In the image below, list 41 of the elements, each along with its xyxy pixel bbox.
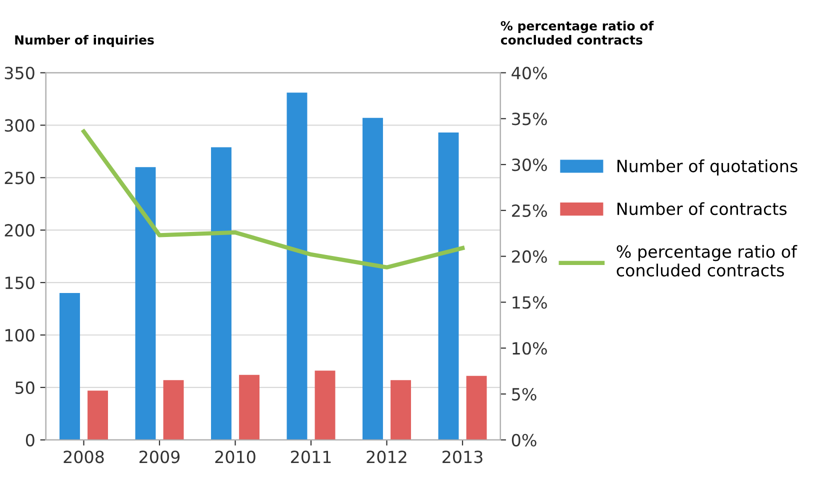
bar (211, 147, 232, 440)
x-tick-label: 2011 (291, 450, 331, 464)
y2-tick-label: 15% (512, 296, 547, 309)
y2-tick-label: 30% (512, 158, 547, 172)
y-tick-label: 100 (5, 328, 34, 342)
y2-tick-label: 25% (512, 204, 547, 217)
bar (163, 380, 184, 440)
x-tick-label: 2012 (366, 450, 406, 464)
y2-tick-label: 5% (512, 388, 536, 401)
x-tick-label: 2013 (442, 450, 482, 464)
y-tick-label: 250 (4, 172, 34, 184)
bar (438, 132, 459, 440)
legend-label: Number of contracts (617, 202, 787, 216)
x-tick-label: 2009 (140, 450, 180, 464)
y-axis-title: Number of inquiries (15, 34, 154, 48)
bar (466, 376, 487, 440)
y-tick-label: 200 (4, 224, 34, 237)
bar (239, 374, 260, 440)
bar (286, 92, 308, 440)
x-tick-label: 2010 (215, 450, 256, 464)
bar (314, 370, 336, 440)
y2-tick-label: 40% (512, 66, 547, 80)
y2-tick-label: 35% (512, 112, 547, 126)
y-tick-label: 50 (16, 381, 34, 394)
y-tick-label: 150 (5, 276, 34, 290)
bar (390, 380, 412, 440)
y2-axis-title: % percentage ratio of concluded contracts (500, 20, 654, 45)
y2-tick-label: 0% (512, 434, 536, 446)
y-tick-label: 0 (26, 434, 34, 446)
y2-tick-label: 10% (512, 342, 547, 355)
y-tick-label: 350 (4, 66, 34, 80)
y2-tick-label: 20% (512, 250, 547, 263)
x-tick-label: 2008 (64, 450, 104, 464)
line-series (82, 129, 465, 270)
bar (135, 167, 156, 440)
bar (362, 118, 383, 440)
y-tick-label: 300 (4, 119, 34, 132)
bar (88, 390, 108, 440)
legend-label: Number of quotations (617, 159, 798, 176)
bar (60, 293, 80, 440)
legend-label: % percentage ratio of concluded contracts (616, 245, 798, 277)
